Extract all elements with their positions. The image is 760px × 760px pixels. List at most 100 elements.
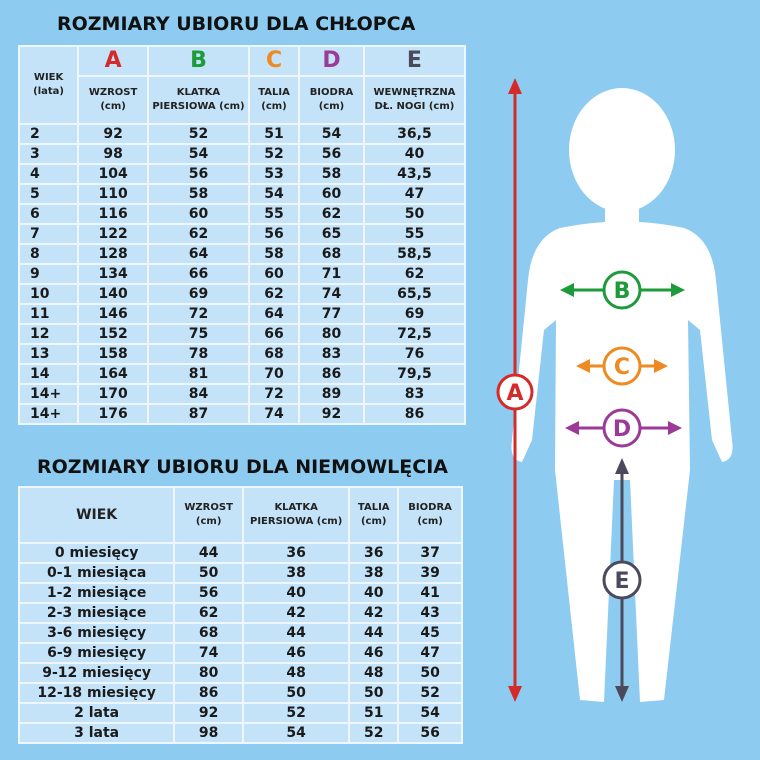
header-cell: WZROST (cm) [77, 75, 149, 125]
header-line: PIERSIOWA (cm) [152, 101, 245, 112]
table-cell: 170 [77, 383, 149, 405]
table-cell: 3-6 miesięcy [17, 622, 176, 644]
table-cell: 92 [173, 702, 245, 724]
table-row: 3-6 miesięcy 68 44 44 45 [17, 622, 463, 644]
table-cell: 52 [397, 682, 463, 704]
table-cell: 58 [147, 183, 250, 205]
arrow-c [576, 346, 668, 386]
table-cell: 40 [362, 143, 467, 165]
header-line: PIERSIOWA (cm) [249, 516, 343, 527]
infants-size-table: WIEK WZROST (cm) KLATKA PIERSIOWA (cm) TALIA (… [17, 486, 463, 744]
table-cell: 79,5 [362, 363, 467, 385]
table-row: 1-2 miesiące 56 40 40 41 [17, 582, 463, 604]
table-cell: 72,5 [362, 323, 467, 345]
table-cell: 164 [77, 363, 149, 385]
table-cell: 86 [173, 682, 245, 704]
table-cell: 62 [298, 203, 365, 225]
table-cell: 36,5 [362, 123, 467, 145]
table-cell: 38 [242, 562, 351, 584]
table-cell: 71 [298, 263, 365, 285]
header-cell: TALIA (cm) [247, 75, 301, 125]
measure-letter-b: B [147, 45, 250, 77]
header-line: WIEK [33, 72, 64, 83]
table-cell: 86 [298, 363, 365, 385]
table-cell: 48 [348, 662, 400, 684]
table-cell: 47 [397, 642, 463, 664]
table-cell: 74 [298, 283, 365, 305]
table-cell: 74 [247, 403, 301, 425]
table-cell: 52 [348, 722, 400, 744]
table-cell: 10 [17, 283, 80, 305]
table-row: 0 miesięcy 44 36 36 37 [17, 542, 463, 564]
table-row: 5 110 58 54 60 47 [17, 183, 467, 205]
table-cell: 62 [362, 263, 467, 285]
table-cell: 92 [77, 123, 149, 145]
table-cell: 54 [147, 143, 250, 165]
table-cell: 60 [247, 263, 301, 285]
table-cell: 146 [77, 303, 149, 325]
table-cell: 0-1 miesiąca [17, 562, 176, 584]
table-cell: 13 [17, 343, 80, 365]
table-cell: 98 [77, 143, 149, 165]
table-cell: 62 [247, 283, 301, 305]
header-cell: KLATKA PIERSIOWA (cm) [147, 75, 250, 125]
header-cell: WEWNĘTRZNA DŁ. NOGI (cm) [362, 75, 467, 125]
table-cell: 152 [77, 323, 149, 345]
table-cell: 116 [77, 203, 149, 225]
header-cell: WIEK [17, 486, 176, 544]
boys-size-table: WIEK (lata) A B C D E WZROST (cm) KLATKA PIERSIOWA… [17, 45, 467, 425]
table-cell: 52 [247, 143, 301, 165]
table-cell: 37 [397, 542, 463, 564]
table-cell: 39 [397, 562, 463, 584]
table-cell: 8 [17, 243, 80, 265]
table-cell: 7 [17, 223, 80, 245]
table-cell: 80 [173, 662, 245, 684]
table-cell: 72 [247, 383, 301, 405]
table-cell: 14 [17, 363, 80, 385]
table-cell: 77 [298, 303, 365, 325]
table-cell: 3 lata [17, 722, 176, 744]
table-row: 8 128 64 58 68 58,5 [17, 243, 467, 265]
table-cell: 41 [397, 582, 463, 604]
table-cell: 69 [362, 303, 467, 325]
table-cell: 58 [247, 243, 301, 265]
table-cell: 45 [397, 622, 463, 644]
header-line: WIEK [76, 507, 118, 523]
header-line: (cm) [417, 516, 443, 527]
table-cell: 58,5 [362, 243, 467, 265]
table-cell: 50 [362, 203, 467, 225]
table-cell: 74 [173, 642, 245, 664]
table-cell: 104 [77, 163, 149, 185]
measure-letter-c: C [247, 45, 301, 77]
table-cell: 56 [298, 143, 365, 165]
table-cell: 36 [348, 542, 400, 564]
table-cell: 72 [147, 303, 250, 325]
header-line: TALIA [357, 502, 390, 513]
marker-d: D [613, 417, 631, 442]
table-cell: 50 [397, 662, 463, 684]
header-line: TALIA [258, 87, 290, 98]
table-cell: 43,5 [362, 163, 467, 185]
table-cell: 54 [247, 183, 301, 205]
table-cell: 6 [17, 203, 80, 225]
arrow-d [565, 408, 682, 448]
table-row: 13 158 78 68 83 76 [17, 343, 467, 365]
table-cell: 54 [298, 123, 365, 145]
table-cell: 2 lata [17, 702, 176, 724]
table-cell: 56 [397, 722, 463, 744]
table-cell: 92 [298, 403, 365, 425]
table-row: 3 98 54 52 56 40 [17, 143, 467, 165]
infants-title: ROZMIARY UBIORU DLA NIEMOWLĘCIA [37, 456, 448, 478]
header-cell: TALIA (cm) [348, 486, 400, 544]
table-row: 9 134 66 60 71 62 [17, 263, 467, 285]
header-line: (cm) [261, 101, 287, 112]
table-cell: 1-2 miesiące [17, 582, 176, 604]
table-cell: 14+ [17, 383, 80, 405]
table-row: 14 164 81 70 86 79,5 [17, 363, 467, 385]
table-cell: 140 [77, 283, 149, 305]
table-cell: 44 [348, 622, 400, 644]
table-cell: 40 [242, 582, 351, 604]
header-line: DŁ. NOGI (cm) [374, 101, 455, 112]
table-cell: 176 [77, 403, 149, 425]
table-cell: 66 [147, 263, 250, 285]
